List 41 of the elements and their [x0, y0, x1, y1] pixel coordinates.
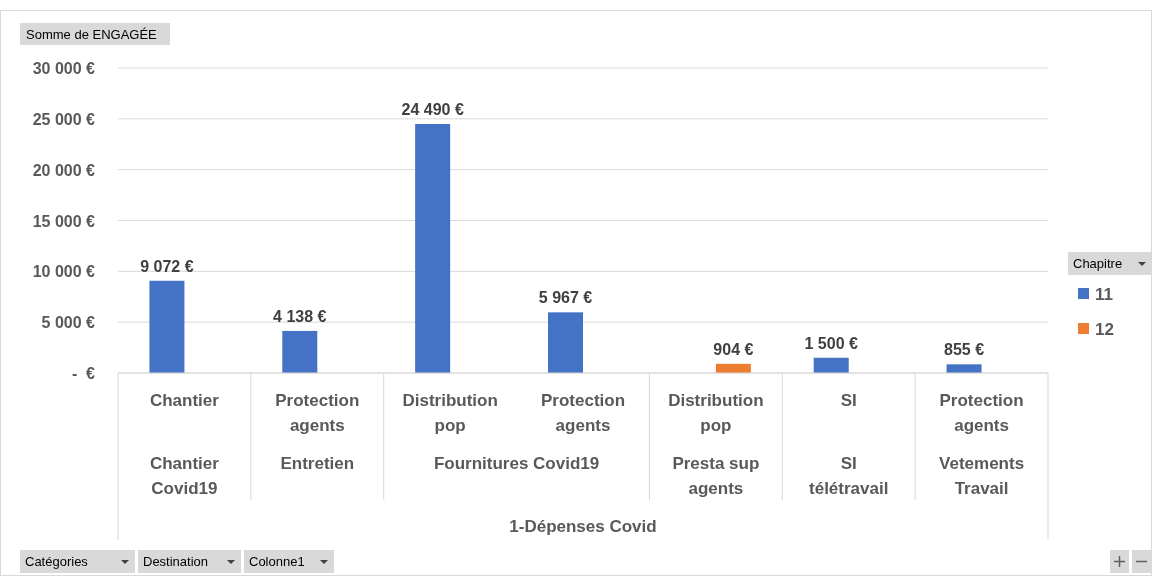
data-label: 904 € — [713, 340, 754, 358]
y-tick-label: 20 000 € — [32, 161, 96, 179]
text: Fournitures Covid19 — [433, 454, 600, 473]
legend-label: 11 — [1095, 285, 1113, 304]
x-tick-label: Chantier — [149, 391, 220, 410]
bar — [149, 280, 185, 373]
x-tick-label: Distribution pop — [668, 391, 764, 435]
y-axis-title: Somme de ENGAGÉE — [26, 27, 158, 42]
text: Colonne1 — [249, 554, 305, 569]
bar — [415, 124, 451, 373]
data-label: 24 490 € — [401, 101, 464, 119]
data-label: 5 967 € — [538, 289, 593, 307]
x-tick-label: Distribution pop — [402, 391, 498, 435]
bar — [282, 330, 318, 373]
text: SI télétravail — [809, 454, 889, 498]
data-label: 9 072 € — [140, 257, 194, 275]
bar — [946, 364, 982, 373]
text: Vetements Travail — [939, 454, 1025, 498]
legend-title: Chapitre — [1073, 256, 1123, 271]
x-tick-label: Protection agents — [275, 391, 360, 435]
legend-label: 12 — [1095, 320, 1114, 339]
text: 1-Dépenses Covid — [509, 517, 657, 536]
x-tick-label: Protection agents — [540, 391, 626, 435]
text: Presta sup agents — [672, 454, 760, 498]
data-label: 855 € — [944, 341, 985, 359]
x-tick-label: SI — [840, 391, 857, 410]
y-tick-label: 25 000 € — [32, 110, 96, 128]
bar — [548, 312, 583, 373]
y-tick-label: 15 000 € — [32, 212, 96, 230]
y-tick-label: 10 000 € — [32, 263, 96, 281]
text: Entretien — [280, 454, 355, 473]
x-tick-label: Protection agents — [939, 391, 1024, 435]
text: Destination — [143, 554, 209, 569]
y-tick-label: 5 000 € — [41, 314, 96, 332]
text: Chantier Covid19 — [149, 454, 220, 498]
bar — [813, 357, 849, 373]
data-label: 4 138 € — [273, 307, 327, 325]
text: Catégories — [25, 554, 89, 569]
data-label: 1 500 € — [804, 334, 858, 352]
y-tick-label: 30 000 € — [32, 60, 96, 77]
y-tick-label: - € — [71, 365, 96, 382]
